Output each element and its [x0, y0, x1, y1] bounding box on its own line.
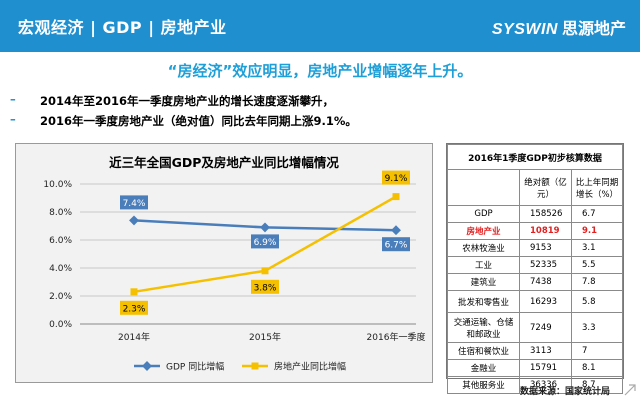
data-label: 6.7%	[385, 241, 408, 251]
y-tick-label: 6.0%	[49, 236, 72, 246]
table-cell-growth: 5.8	[571, 290, 623, 313]
data-label-box	[382, 170, 410, 185]
table-row: GDP 158526 6.7	[447, 205, 623, 223]
table-cell-name: 住宿和餐饮业	[447, 342, 520, 360]
table-header-empty	[447, 169, 520, 206]
line-chart: 0.0% 2.0% 4.0% 6.0% 8.0% 10.0% 2014年 2015年 2016年…	[43, 170, 426, 373]
table-cell-growth: 8.1	[571, 359, 623, 377]
bullet-item: – 2014年至2016年一季度房地产业的增长速度逐渐攀升，	[10, 92, 357, 113]
table-cell-name: 农林牧渔业	[447, 239, 520, 257]
y-tick-label: 0.0%	[49, 320, 72, 330]
data-label: 2.3%	[123, 304, 146, 314]
table-cell-growth: 9.1	[571, 222, 623, 240]
company-logo: SYSWIN 思源地产	[492, 15, 626, 39]
table-cell-value: 7249	[519, 312, 572, 343]
data-label-box	[251, 234, 279, 249]
data-point	[260, 222, 270, 233]
data-label-box	[382, 237, 410, 252]
headline: “房经济”效应明显，房地产业增幅逐年上升。	[167, 62, 473, 80]
table-row: 农林牧渔业 9153 3.1	[447, 239, 623, 257]
table-row: 金融业 15791 8.1	[447, 359, 623, 377]
table-cell-name: 其他服务业	[447, 376, 520, 394]
table-caption: 2016年1季度GDP初步核算数据	[447, 144, 623, 170]
chart-panel: 近三年全国GDP及房地产业同比增幅情况 0.0% 2.0% 4.0% 6.0% 8.0%…	[15, 143, 433, 383]
bullet-dash-icon: –	[10, 92, 16, 106]
table-row: 其他服务业 36336 8.7	[447, 376, 623, 394]
table-cell-growth: 3.3	[571, 312, 623, 343]
logo-en: SYSWIN	[491, 21, 558, 38]
data-label: 7.4%	[123, 199, 146, 209]
table-row: 批发和零售业 16293 5.8	[447, 290, 623, 313]
table-cell-value: 158526	[519, 205, 572, 223]
table-cell-name: 工业	[447, 256, 520, 274]
table-cell-growth: 3.1	[571, 239, 623, 257]
table-cell-name: 金融业	[447, 359, 520, 377]
data-label: 9.1%	[385, 174, 408, 184]
data-point	[261, 267, 269, 275]
x-tick-label: 2014年	[118, 331, 150, 343]
chart-title: 近三年全国GDP及房地产业同比增幅情况	[109, 155, 339, 170]
table-cell-name: 批发和零售业	[447, 290, 520, 313]
table-cell-growth: 6.7	[571, 205, 623, 223]
data-point	[392, 193, 400, 201]
legend-marker	[251, 362, 259, 370]
data-point	[391, 225, 401, 236]
bullet-text: 2014年至2016年一季度房地产业的增长速度逐渐攀升，	[40, 94, 335, 108]
data-label-box	[251, 279, 279, 294]
section-title: 宏观经济 | GDP | 房地产业	[18, 18, 227, 37]
bullet-list: – 2014年至2016年一季度房地产业的增长速度逐渐攀升， – 2016年一季…	[10, 92, 357, 133]
table-cell-value: 7438	[519, 273, 572, 291]
data-label: 6.9%	[254, 238, 277, 248]
data-label: 3.8%	[254, 283, 277, 293]
data-point	[130, 288, 138, 296]
table-header-value: 绝对额（亿元）	[519, 169, 572, 206]
table-cell-value: 9153	[519, 239, 572, 257]
legend-marker	[142, 361, 152, 371]
bullet-item: – 2016年一季度房地产业（绝对值）同比去年同期上涨9.1%。	[10, 112, 357, 133]
logo-cn: 思源地产	[561, 19, 626, 38]
table-cell-growth: 5.5	[571, 256, 623, 274]
bullet-dash-icon: –	[10, 112, 16, 126]
table-cell-name: 交通运输、仓储和邮政业	[447, 312, 520, 343]
data-label-box	[120, 300, 148, 315]
table-cell-growth: 7.8	[571, 273, 623, 291]
y-tick-label: 10.0%	[43, 180, 72, 190]
table-row: 交通运输、仓储和邮政业 7249 3.3	[447, 312, 623, 343]
header-bar: 宏观经济 | GDP | 房地产业 SYSWIN 思源地产	[0, 0, 640, 52]
y-tick-label: 8.0%	[49, 208, 72, 218]
table-cell-growth: 7	[571, 342, 623, 360]
data-label-box	[120, 195, 148, 210]
table-cell-value: 3113	[519, 342, 572, 360]
table-body: GDP 158526 6.7 房地产业 10819 9.1 农林牧渔业 9153 3.1 工业 52…	[447, 205, 623, 394]
x-tick-label: 2015年	[249, 331, 281, 343]
corner-arrow-icon	[624, 384, 636, 396]
data-point	[129, 215, 139, 226]
table-cell-name: 房地产业	[447, 222, 520, 240]
gdp-table: 2016年1季度GDP初步核算数据 绝对额（亿元） 比上年同期增长（%） GDP…	[447, 144, 623, 394]
table-header-growth: 比上年同期增长（%）	[571, 169, 623, 206]
table-row: 工业 52335 5.5	[447, 256, 623, 274]
legend-label: GDP 同比增幅	[166, 361, 224, 373]
table-cell-value: 16293	[519, 290, 572, 313]
y-tick-label: 4.0%	[49, 264, 72, 274]
table-cell-growth: 8.7	[571, 376, 623, 394]
table-cell-value: 52335	[519, 256, 572, 274]
table-row: 房地产业 10819 9.1	[447, 222, 623, 240]
data-source: 数据来源：国家统计局	[519, 387, 610, 397]
table-cell-value: 36336	[519, 376, 572, 394]
y-tick-label: 2.0%	[49, 292, 72, 302]
table-row: 住宿和餐饮业 3113 7	[447, 342, 623, 360]
table-cell-value: 10819	[519, 222, 572, 240]
legend-label: 房地产业同比增幅	[274, 361, 346, 373]
bullet-text: 2016年一季度房地产业（绝对值）同比去年同期上涨9.1%。	[40, 114, 357, 128]
table-row: 建筑业 7438 7.8	[447, 273, 623, 291]
table-cell-value: 15791	[519, 359, 572, 377]
x-tick-label: 2016年一季度	[367, 331, 426, 343]
table-cell-name: 建筑业	[447, 273, 520, 291]
table-cell-name: GDP	[447, 205, 520, 223]
gdp-table-panel: 2016年1季度GDP初步核算数据 绝对额（亿元） 比上年同期增长（%） GDP…	[446, 143, 624, 394]
